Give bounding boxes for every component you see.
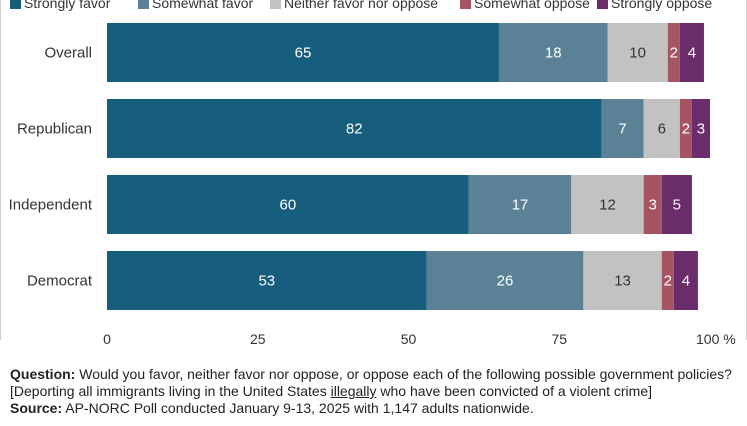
legend-swatch	[10, 0, 21, 9]
data-label-overall-somewhat-favor: 18	[545, 45, 562, 62]
bar-independent-strongly-oppose	[661, 175, 692, 234]
legend-item-somewhat-oppose: Somewhat oppose	[460, 0, 590, 11]
legend-item-neither-favor-nor-oppose: Neither favor nor oppose	[270, 0, 438, 11]
x-tick-label: 100 %	[696, 331, 736, 347]
legend-label: Strongly oppose	[611, 0, 713, 11]
x-tick-label: 0	[103, 331, 111, 347]
legend-label: Somewhat favor	[152, 0, 254, 11]
data-label-democrat-somewhat-favor: 26	[497, 273, 514, 290]
x-tick-label: 50	[401, 331, 417, 347]
bar-independent-somewhat-favor	[468, 175, 572, 234]
legend-swatch	[460, 0, 471, 9]
bar-democrat-strongly-oppose	[673, 251, 698, 310]
legend: Strongly favor Somewhat favor Neither favo…	[0, 0, 747, 15]
legend-item-somewhat-favor: Somewhat favor	[138, 0, 253, 11]
legend-item-strongly-favor: Strongly favor	[10, 0, 110, 11]
source-label: Source:	[10, 400, 63, 416]
bar-overall-strongly-oppose	[679, 23, 704, 82]
bar-independent-neither-favor-nor-oppose	[571, 175, 644, 234]
data-label-overall-strongly-favor: 65	[295, 45, 312, 62]
data-label-independent-somewhat-favor: 17	[512, 197, 529, 214]
source-note: Source: AP-NORC Poll conducted January 9…	[10, 400, 740, 417]
category-label-democrat: Democrat	[27, 273, 93, 290]
bar-overall-somewhat-oppose	[667, 23, 680, 82]
question-label: Question:	[10, 366, 76, 382]
data-label-republican-somewhat-oppose: 2	[682, 121, 690, 138]
data-label-independent-strongly-favor: 60	[280, 197, 297, 214]
data-label-independent-strongly-oppose: 5	[673, 197, 681, 214]
legend-swatch	[138, 0, 149, 9]
question-text-2: who have been convicted of a violent cri…	[376, 383, 653, 399]
bar-independent-strongly-favor	[107, 175, 469, 234]
chart-footer: Question: Would you favor, neither favor…	[10, 366, 740, 417]
category-label-republican: Republican	[17, 121, 92, 138]
x-tick-label: 25	[250, 331, 266, 347]
bar-overall-somewhat-favor	[498, 23, 608, 82]
bar-democrat-somewhat-favor	[426, 251, 584, 310]
data-label-republican-strongly-oppose: 3	[697, 121, 705, 138]
bar-overall-neither-favor-nor-oppose	[607, 23, 668, 82]
data-label-independent-neither-favor-nor-oppose: 12	[599, 197, 616, 214]
data-label-overall-somewhat-oppose: 2	[670, 45, 678, 62]
legend-label: Somewhat oppose	[474, 0, 590, 11]
data-label-democrat-neither-favor-nor-oppose: 13	[614, 273, 631, 290]
bar-republican-strongly-oppose	[691, 99, 710, 158]
category-label-independent: Independent	[9, 197, 93, 214]
legend-swatch	[597, 0, 608, 9]
data-label-overall-strongly-oppose: 4	[688, 45, 696, 62]
bar-overall-strongly-favor	[107, 23, 499, 82]
bar-democrat-neither-favor-nor-oppose	[583, 251, 662, 310]
x-tick-label: 75	[551, 331, 567, 347]
legend-swatch	[270, 0, 281, 9]
data-label-democrat-somewhat-oppose: 2	[664, 273, 672, 290]
bar-independent-somewhat-oppose	[643, 175, 662, 234]
bar-democrat-strongly-favor	[107, 251, 427, 310]
question-text-1: Would you favor, neither favor nor oppos…	[10, 366, 732, 399]
data-label-democrat-strongly-oppose: 4	[682, 273, 690, 290]
bar-republican-somewhat-favor	[601, 99, 644, 158]
legend-label: Strongly favor	[24, 0, 111, 11]
data-label-overall-neither-favor-nor-oppose: 10	[629, 45, 646, 62]
bar-democrat-somewhat-oppose	[661, 251, 674, 310]
bar-republican-somewhat-oppose	[679, 99, 692, 158]
bar-republican-strongly-favor	[107, 99, 602, 158]
data-label-democrat-strongly-favor: 53	[258, 273, 275, 290]
data-label-republican-somewhat-favor: 7	[618, 121, 626, 138]
data-label-republican-neither-favor-nor-oppose: 6	[658, 121, 666, 138]
bar-republican-neither-favor-nor-oppose	[643, 99, 680, 158]
legend-label: Neither favor nor oppose	[284, 0, 439, 11]
category-label-overall: Overall	[44, 45, 92, 62]
source-text: AP-NORC Poll conducted January 9-13, 202…	[62, 400, 534, 416]
legend-item-strongly-oppose: Strongly oppose	[597, 0, 712, 11]
question-underlined: illegally	[330, 383, 377, 399]
data-label-independent-somewhat-oppose: 3	[649, 197, 657, 214]
data-label-republican-strongly-favor: 82	[346, 121, 363, 138]
question-note: Question: Would you favor, neither favor…	[10, 366, 740, 400]
